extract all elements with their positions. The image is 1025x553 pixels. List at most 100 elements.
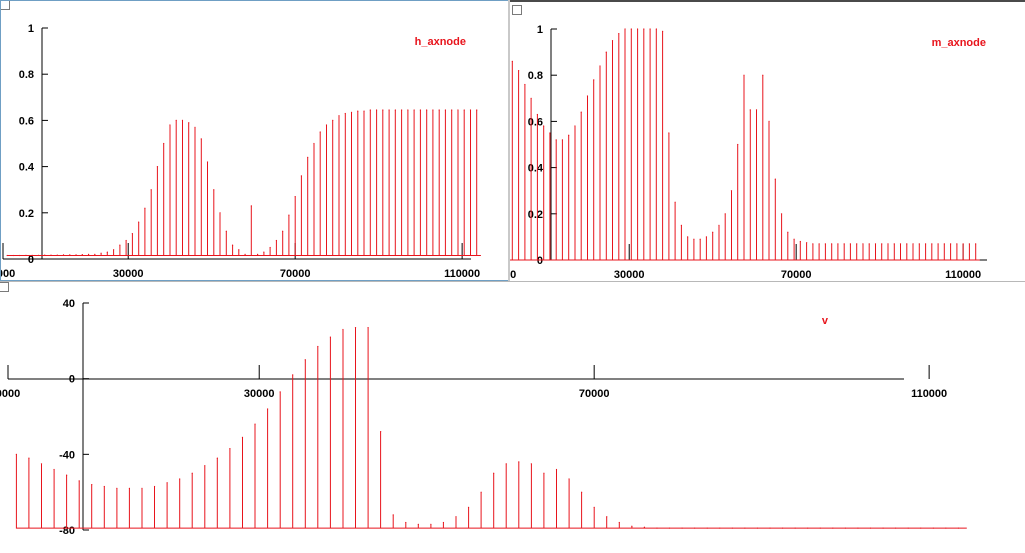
data-point	[394, 109, 396, 111]
y-tick-label: 0.8	[528, 70, 543, 82]
window-menu-box[interactable]	[1, 1, 10, 10]
data-point	[179, 478, 181, 480]
y-tick-label: 0	[28, 254, 34, 266]
h-axnode-chart: 0 0.2 0.4 0.6 0.8 1 0000 30000 70000 110000 h_axno…	[1, 23, 481, 280]
data-point	[536, 113, 538, 116]
data-point	[28, 457, 30, 459]
data-point	[681, 527, 683, 529]
data-point	[15, 453, 17, 455]
data-point	[680, 224, 682, 226]
data-point	[50, 254, 52, 256]
data-point	[388, 109, 390, 111]
data-point	[530, 463, 532, 465]
y-tick-label: 0.4	[528, 163, 544, 175]
data-point	[593, 79, 595, 81]
data-point	[806, 242, 808, 244]
data-point	[856, 243, 858, 245]
h-axnode-plot-panel: 0 0.2 0.4 0.6 0.8 1 0000 30000 70000 110000 h_axno…	[0, 0, 509, 281]
data-point	[937, 243, 939, 245]
data-point	[899, 243, 902, 245]
data-point	[731, 527, 733, 529]
data-point	[444, 109, 447, 111]
data-point	[586, 95, 589, 97]
data-point	[705, 236, 708, 238]
data-trace	[7, 110, 481, 256]
data-point	[103, 485, 105, 488]
data-point	[25, 254, 27, 256]
data-point	[636, 28, 639, 30]
data-point	[957, 527, 960, 529]
data-point	[275, 239, 277, 242]
window-menu-box[interactable]	[0, 282, 9, 292]
data-point	[920, 527, 922, 529]
x-tick-label: 30000	[244, 388, 275, 400]
data-point	[69, 254, 71, 256]
y-tick-label: 0.8	[19, 69, 34, 81]
data-point	[91, 484, 93, 486]
data-point	[329, 336, 331, 338]
data-point	[442, 521, 445, 524]
y-tick-label: 0.4	[19, 162, 35, 174]
data-point	[156, 166, 159, 168]
y-tick-label: 1	[28, 23, 34, 35]
x-tick-label: 70000	[579, 388, 610, 400]
data-point	[706, 527, 708, 529]
data-point	[263, 251, 265, 253]
panel-divider[interactable]	[508, 0, 510, 281]
data-point	[555, 468, 558, 471]
data-point	[599, 65, 601, 67]
data-point	[769, 527, 771, 529]
window-menu-box[interactable]	[512, 5, 522, 15]
data-point	[407, 109, 409, 111]
data-point	[53, 468, 55, 471]
data-point	[631, 525, 633, 527]
data-point	[304, 359, 306, 361]
data-point	[100, 252, 102, 254]
chart-title: h_axnode	[415, 36, 466, 48]
data-point	[344, 112, 346, 115]
data-point	[518, 69, 520, 72]
data-point	[605, 51, 607, 53]
data-point	[144, 207, 146, 209]
data-point	[78, 480, 80, 482]
data-point	[269, 246, 271, 249]
data-point	[743, 74, 745, 76]
data-point	[643, 28, 645, 30]
data-point	[656, 527, 658, 529]
x-tick-label: 0000	[0, 388, 20, 400]
data-point	[241, 436, 244, 438]
data-trace	[509, 29, 980, 261]
data-point	[342, 328, 344, 331]
data-point	[824, 243, 826, 245]
data-trace	[15, 327, 967, 529]
data-point	[175, 119, 177, 121]
data-point	[962, 243, 964, 245]
x-tick-label: 110000	[911, 388, 947, 400]
data-point	[438, 109, 440, 111]
data-point	[862, 243, 864, 245]
x-tick-label: 70000	[280, 268, 311, 280]
data-point	[945, 527, 947, 529]
data-point	[549, 132, 551, 134]
data-point	[94, 253, 96, 255]
data-point	[518, 461, 520, 463]
data-point	[874, 243, 877, 245]
data-point	[749, 109, 751, 111]
data-point	[918, 243, 920, 245]
data-point	[432, 109, 434, 111]
data-point	[125, 239, 127, 242]
data-point	[469, 109, 472, 111]
data-point	[194, 126, 196, 128]
data-point	[417, 523, 419, 525]
data-point	[505, 463, 507, 465]
data-point	[325, 124, 328, 126]
data-point	[699, 238, 701, 240]
data-point	[932, 527, 934, 529]
data-point	[413, 109, 415, 111]
data-point	[744, 527, 746, 529]
y-tick-label: 0.6	[528, 116, 543, 128]
data-point	[31, 254, 33, 256]
data-point	[213, 189, 215, 191]
data-point	[200, 138, 202, 140]
data-point	[762, 74, 764, 76]
